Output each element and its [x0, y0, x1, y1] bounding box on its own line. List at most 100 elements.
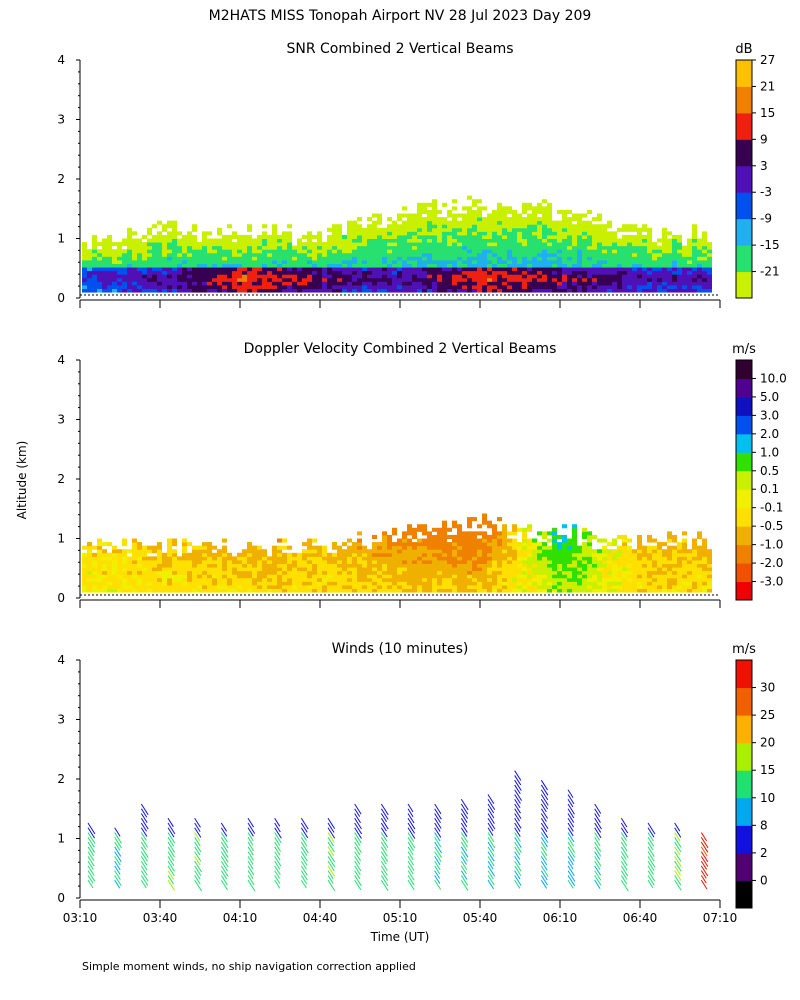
snr-cell	[662, 259, 667, 264]
snr-cell	[602, 274, 607, 279]
doppler-cell	[622, 545, 627, 550]
doppler-cell	[327, 584, 332, 589]
wind-barb	[220, 832, 228, 843]
doppler-cell	[217, 549, 222, 554]
snr-cell	[397, 267, 402, 272]
doppler-cell	[482, 556, 487, 561]
snr-cell	[517, 231, 522, 236]
snr-cell	[302, 234, 307, 239]
snr-cell	[217, 245, 222, 250]
snr-cell	[677, 252, 682, 257]
snr-cell	[577, 217, 582, 222]
snr-cell	[592, 267, 597, 272]
snr-cell	[697, 277, 702, 282]
doppler-cell	[142, 584, 147, 589]
snr-cell	[162, 234, 167, 239]
snr-cell	[602, 224, 607, 229]
doppler-cell	[467, 574, 472, 579]
doppler-cell	[477, 552, 482, 557]
snr-cell	[652, 263, 657, 268]
wind-barb	[274, 860, 281, 870]
snr-cell	[387, 245, 392, 250]
snr-cell	[442, 231, 447, 236]
snr-cell	[607, 224, 612, 229]
doppler-cell	[707, 574, 712, 579]
snr-cell	[342, 242, 347, 247]
doppler-cell	[117, 588, 122, 593]
snr-cell	[632, 277, 637, 282]
doppler-cell	[557, 534, 562, 539]
snr-cell	[147, 267, 152, 272]
doppler-cell	[702, 552, 707, 557]
snr-cell	[582, 234, 587, 239]
doppler-cell	[132, 584, 137, 589]
snr-cell	[527, 227, 532, 232]
snr-cell	[452, 242, 457, 247]
snr-cell	[522, 206, 527, 211]
snr-cell	[507, 242, 512, 247]
snr-cell	[392, 270, 397, 275]
doppler-cell	[392, 556, 397, 561]
doppler-cell	[472, 584, 477, 589]
snr-cell	[442, 249, 447, 254]
doppler-cell	[562, 552, 567, 557]
doppler-cell	[562, 538, 567, 543]
snr-cell	[617, 256, 622, 261]
snr-cell	[337, 234, 342, 239]
doppler-cell	[222, 563, 227, 568]
snr-cell	[517, 259, 522, 264]
snr-cell	[667, 277, 672, 282]
doppler-cell	[442, 545, 447, 550]
snr-cell	[497, 270, 502, 275]
doppler-cell	[482, 542, 487, 547]
snr-cell	[82, 281, 87, 286]
snr-cell	[352, 263, 357, 268]
snr-cell	[537, 220, 542, 225]
doppler-cell	[602, 581, 607, 586]
snr-cell	[217, 270, 222, 275]
doppler-cell	[677, 588, 682, 593]
snr-cell	[617, 238, 622, 243]
snr-cell	[702, 238, 707, 243]
doppler-cell	[547, 584, 552, 589]
snr-cell	[292, 284, 297, 289]
snr-cell	[162, 259, 167, 264]
snr-cell	[267, 259, 272, 264]
snr-cell	[457, 213, 462, 218]
snr-cell	[347, 227, 352, 232]
doppler-cell	[597, 552, 602, 557]
doppler-cell	[137, 581, 142, 586]
snr-cell	[292, 249, 297, 254]
snr-cell	[437, 238, 442, 243]
wind-barb	[460, 822, 468, 833]
doppler-cell	[202, 545, 207, 550]
snr-cell	[112, 274, 117, 279]
snr-cell	[92, 238, 97, 243]
winds-colorbar-swatch	[736, 797, 752, 826]
snr-cell	[257, 267, 262, 272]
doppler-cell	[622, 581, 627, 586]
snr-cell	[672, 234, 677, 239]
doppler-cell	[537, 556, 542, 561]
doppler-cell	[602, 588, 607, 593]
doppler-cell	[667, 567, 672, 572]
doppler-cell	[97, 581, 102, 586]
doppler-cell	[202, 577, 207, 582]
doppler-cell	[627, 567, 632, 572]
snr-cell	[482, 249, 487, 254]
doppler-cell	[527, 524, 532, 529]
snr-cell	[562, 274, 567, 279]
snr-cell	[587, 274, 592, 279]
winds-y-tick-label: 2	[57, 772, 65, 786]
doppler-cell	[707, 567, 712, 572]
doppler-cell	[377, 545, 382, 550]
wind-barb	[354, 808, 361, 817]
snr-cell	[287, 256, 292, 261]
snr-cell	[127, 242, 132, 247]
doppler-cell	[82, 552, 87, 557]
doppler-cell	[102, 549, 107, 554]
doppler-cell	[157, 567, 162, 572]
wind-barb	[540, 870, 548, 881]
snr-cell	[592, 263, 597, 268]
snr-cell	[602, 231, 607, 236]
